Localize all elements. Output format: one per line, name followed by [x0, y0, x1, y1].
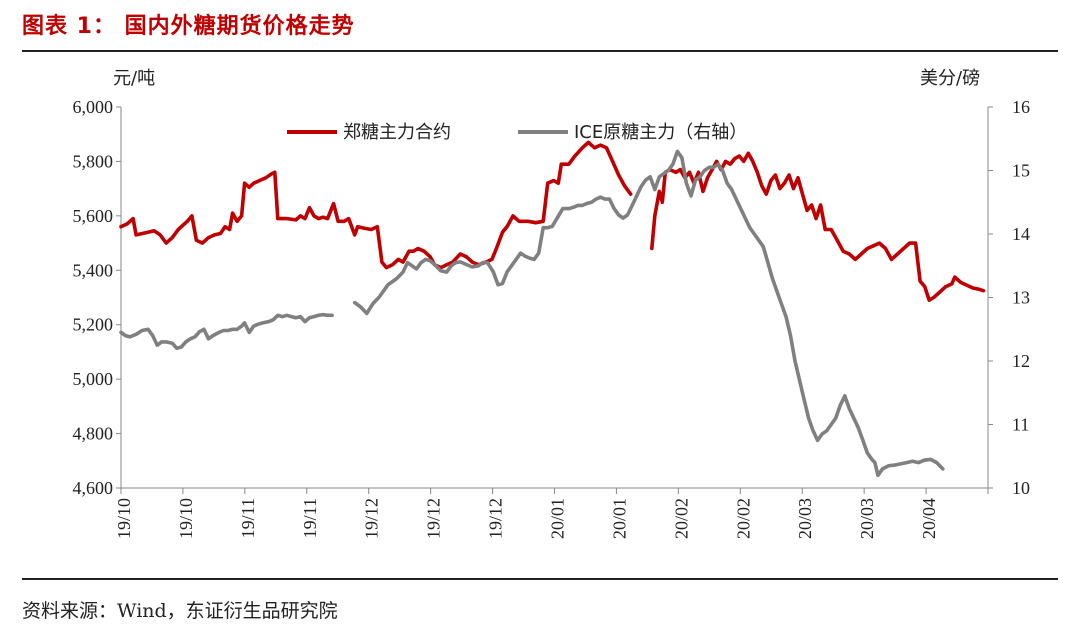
left-unit-label: 元/吨: [113, 68, 155, 89]
left-tick-label: 4,600: [73, 478, 114, 498]
x-tick-label: 19/10: [114, 498, 134, 539]
left-tick-label: 4,800: [73, 424, 114, 444]
x-tick-label: 20/02: [733, 498, 753, 539]
x-tick-label: 19/12: [486, 498, 506, 539]
x-tick-label: 20/01: [548, 498, 568, 539]
left-tick-label: 5,400: [73, 260, 114, 280]
right-unit-label: 美分/磅: [920, 68, 980, 89]
series-layer: [119, 140, 986, 478]
right-tick-label: 10: [1012, 478, 1030, 498]
x-tick-label: 19/12: [424, 498, 444, 539]
x-tick-label: 20/03: [857, 498, 877, 539]
x-tick-label: 20/03: [795, 498, 815, 539]
left-tick-label: 5,600: [73, 206, 114, 226]
x-tick-label: 20/04: [919, 498, 939, 539]
legend-label: 郑糖主力合约: [343, 122, 451, 143]
bottom-rule: [22, 578, 1058, 580]
ice-raw-sugar-line: [352, 149, 945, 478]
right-tick-label: 11: [1012, 415, 1029, 435]
x-tick-label: 19/12: [362, 498, 382, 539]
ice-raw-sugar-line: [119, 312, 334, 351]
right-tick-label: 16: [1012, 97, 1030, 117]
right-tick-label: 13: [1012, 288, 1030, 308]
left-tick-label: 5,200: [73, 315, 114, 335]
right-tick-label: 12: [1012, 351, 1030, 371]
x-tick-label: 19/10: [176, 498, 196, 539]
x-tick-label: 20/01: [609, 498, 629, 539]
axes-layer: 4,600 4,800 5,000 5,200 5,400 5,600 5,800 6,000…: [73, 68, 1031, 539]
zheng-sugar-line: [119, 140, 633, 270]
left-tick-label: 5,000: [73, 369, 114, 389]
x-tick-label: 19/11: [300, 498, 320, 538]
legend: 郑糖主力合约 ICE原糖主力（右轴）: [287, 122, 747, 143]
top-rule: [22, 50, 1058, 52]
left-tick-label: 6,000: [73, 97, 114, 117]
x-tick-label: 19/11: [238, 498, 258, 538]
chart: 4,600 4,800 5,000 5,200 5,400 5,600 5,800 6,000…: [73, 68, 1031, 539]
right-tick-label: 14: [1012, 224, 1030, 244]
source-note: 资料来源：Wind，东证衍生品研究院: [22, 600, 338, 622]
x-tick-label: 20/02: [671, 498, 691, 539]
right-tick-label: 15: [1012, 161, 1030, 181]
chart-title: 图表 1： 国内外糖期货价格走势: [22, 14, 355, 39]
left-tick-label: 5,800: [73, 151, 114, 171]
legend-label: ICE原糖主力（右轴）: [574, 122, 747, 143]
